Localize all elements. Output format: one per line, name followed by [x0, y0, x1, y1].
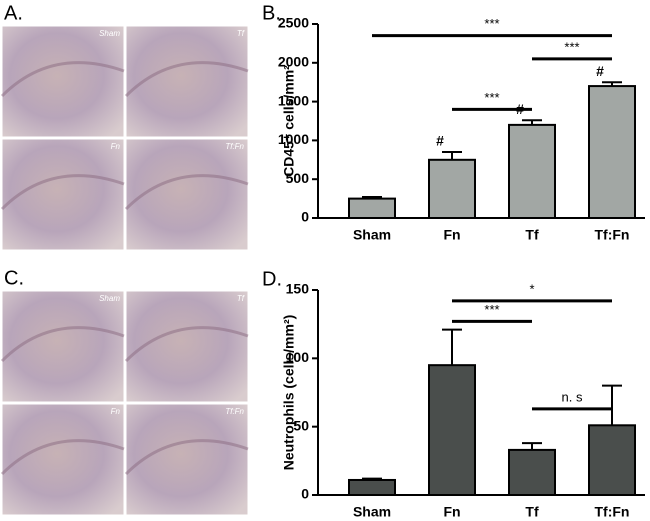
significance-marker: #: [596, 63, 604, 79]
panel-label: D.: [262, 268, 282, 290]
image-label: Sham: [99, 29, 120, 38]
bar: [508, 123, 556, 219]
x-tick-label: Tf: [525, 504, 539, 520]
significance-label: ***: [484, 302, 499, 317]
y-tick-label: 500: [286, 170, 310, 186]
x-tick-label: Sham: [353, 227, 391, 243]
image-label: Fn: [111, 142, 121, 151]
image-label: Tf: [237, 294, 245, 303]
x-tick-label: Fn: [443, 504, 460, 520]
y-tick-label: 2500: [278, 15, 309, 31]
y-axis-label: CD45⁺ cells/mm²: [281, 65, 297, 177]
image-label: Fn: [111, 407, 121, 416]
bar: [588, 85, 636, 219]
panel-label: C.: [4, 267, 24, 289]
tissue-edge: [124, 439, 249, 476]
tissue-edge: [124, 174, 249, 211]
tissue-edge: [124, 61, 249, 98]
significance-label: n. s: [562, 389, 583, 404]
bar: [348, 478, 396, 497]
significance-label: ***: [484, 16, 499, 31]
significance-marker: #: [436, 133, 444, 149]
x-tick-label: Tf:Fn: [595, 504, 630, 520]
y-tick-label: 0: [301, 209, 309, 225]
micrograph: [1, 138, 125, 251]
tissue-edge: [0, 61, 125, 98]
y-tick-label: 100: [286, 349, 310, 365]
tissue-edge: [0, 326, 125, 363]
x-tick-label: Fn: [443, 227, 460, 243]
y-tick-label: 0: [301, 486, 309, 502]
image-label: Tf:Fn: [225, 142, 244, 151]
y-tick-label: 1500: [278, 92, 309, 108]
image-label: Tf:Fn: [225, 407, 244, 416]
panel-label: B.: [262, 2, 281, 24]
bar: [508, 448, 556, 496]
micrograph: [125, 403, 249, 516]
micrograph: [1, 403, 125, 516]
y-tick-label: 50: [293, 417, 309, 433]
micrograph: [1, 25, 125, 138]
micrograph: [125, 290, 249, 403]
x-tick-label: Tf: [525, 227, 539, 243]
image-label: Tf: [237, 29, 245, 38]
micrograph: [125, 138, 249, 251]
bar: [588, 424, 636, 496]
bar: [348, 197, 396, 220]
tissue-edge: [0, 439, 125, 476]
tissue-edge: [0, 174, 125, 211]
x-tick-label: Tf:Fn: [595, 227, 630, 243]
image-label: Sham: [99, 294, 120, 303]
significance-label: *: [529, 281, 534, 296]
y-axis-label: Neutrophils (cells/mm²): [281, 315, 297, 471]
panel-label: A.: [4, 2, 23, 24]
micrograph: [125, 25, 249, 138]
x-tick-label: Sham: [353, 504, 391, 520]
bar: [428, 364, 476, 496]
micrograph: [1, 290, 125, 403]
significance-label: ***: [564, 39, 579, 54]
bar: [428, 158, 476, 220]
y-tick-label: 150: [286, 281, 310, 297]
significance-label: ***: [484, 90, 499, 105]
y-tick-label: 2000: [278, 54, 309, 70]
tissue-edge: [124, 326, 249, 363]
y-tick-label: 1000: [278, 131, 309, 147]
